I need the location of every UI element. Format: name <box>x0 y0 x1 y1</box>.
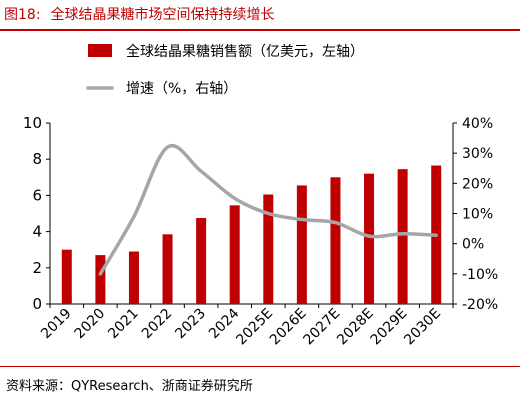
x-tick-label: 2029E <box>368 306 411 349</box>
y-right-tick-label: 30% <box>462 146 493 162</box>
title-divider <box>0 29 520 31</box>
x-tick-label: 2023 <box>172 306 209 343</box>
source-note: 资料来源：QYResearch、浙商证券研究所 <box>6 379 253 394</box>
legend-bar-label: 全球结晶果糖销售额（亿美元，左轴） <box>126 43 364 60</box>
y-right-tick-label: 20% <box>462 176 493 192</box>
legend-line-label: 增速（%，右轴） <box>126 81 237 97</box>
x-tick-label: 2028E <box>334 306 377 349</box>
y-left-tick-label: 2 <box>32 259 42 277</box>
bar-2024 <box>229 205 240 304</box>
y-right-tick-label: -10% <box>462 267 498 283</box>
chart-title: 全球结晶果糖市场空间保持持续增长 <box>50 7 275 23</box>
legend-bar-swatch <box>88 44 112 57</box>
bar-2021 <box>128 251 139 304</box>
y-left-tick-label: 0 <box>32 295 42 313</box>
y-right-tick-label: 40% <box>462 116 493 132</box>
figure-label: 图18: <box>4 7 41 23</box>
x-tick-label: 2021 <box>105 306 142 343</box>
bar-2028E <box>364 173 375 304</box>
x-tick-label: 2020 <box>72 306 109 343</box>
y-right-tick-label: -20% <box>462 297 498 313</box>
y-left-tick-label: 8 <box>32 150 42 168</box>
growth-rate-line <box>98 143 438 276</box>
bar-2022 <box>162 234 173 304</box>
source-divider <box>0 366 520 367</box>
x-tick-label: 2025E <box>233 306 276 349</box>
x-tick-label: 2030E <box>401 306 444 349</box>
x-tick-label: 2026E <box>267 306 310 349</box>
y-left-tick-label: 10 <box>23 114 42 132</box>
y-right-tick-label: 10% <box>462 207 493 223</box>
bar-2023 <box>196 218 207 304</box>
bar-2029E <box>397 169 408 304</box>
bar-2025E <box>263 194 274 304</box>
chart-title-block: 图18: 全球结晶果糖市场空间保持持续增长 <box>4 4 275 24</box>
y-right-tick-label: 0% <box>462 237 484 253</box>
bar-2027E <box>330 177 341 304</box>
x-tick-label: 2022 <box>139 306 176 343</box>
bar-2020 <box>95 255 106 304</box>
bar-2026E <box>296 185 307 304</box>
bar-2019 <box>61 249 72 304</box>
x-tick-label: 2019 <box>38 306 75 343</box>
x-tick-label: 2027E <box>301 306 344 349</box>
y-left-tick-label: 4 <box>32 223 42 241</box>
y-left-tick-label: 6 <box>32 186 42 204</box>
